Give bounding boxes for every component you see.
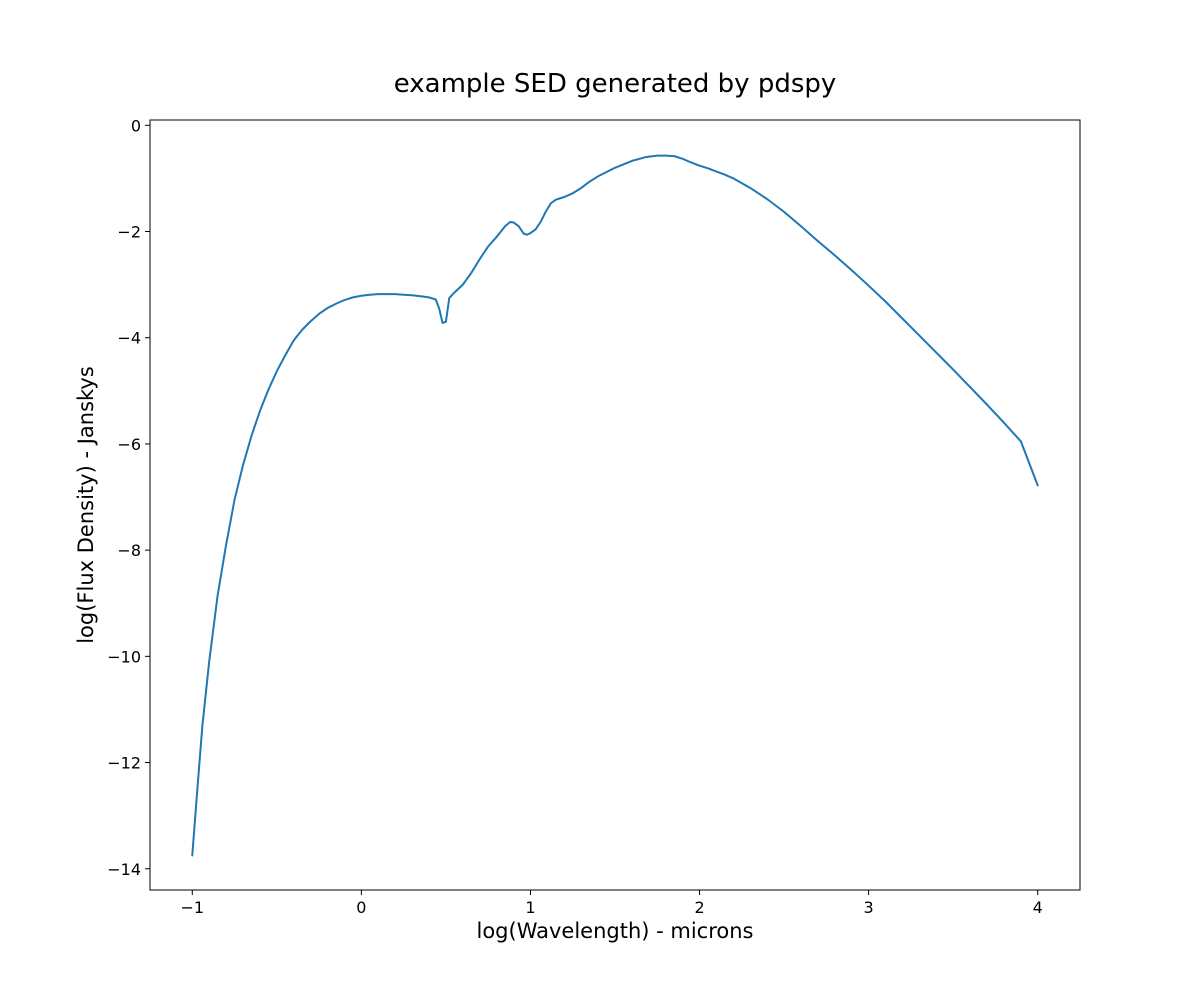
- y-tick-label: −6: [117, 435, 141, 454]
- plot-frame: [149, 119, 1081, 891]
- y-tick-label: −12: [107, 754, 141, 773]
- y-tick-label: −10: [107, 647, 141, 666]
- plot-area: [150, 120, 1080, 890]
- x-tick-label: 3: [864, 898, 874, 917]
- y-tick-label: −2: [117, 223, 141, 242]
- x-axis: −1 0 1 2 3 4: [180, 890, 1043, 917]
- x-tick-label: −1: [180, 898, 204, 917]
- y-tick-label: 0: [131, 116, 141, 135]
- y-tick-label: −4: [117, 329, 141, 348]
- y-axis: 0 −2 −4 −6 −8 −10 −12 −14: [107, 116, 150, 879]
- x-tick-label: 0: [356, 898, 366, 917]
- x-tick-label: 1: [525, 898, 535, 917]
- y-tick-label: −8: [117, 541, 141, 560]
- y-tick-label: −14: [107, 860, 141, 879]
- x-tick-label: 2: [694, 898, 704, 917]
- y-axis-label: log(Flux Density) - Janskys: [74, 366, 98, 644]
- chart-title: example SED generated by pdspy: [394, 69, 837, 99]
- sed-series-line: [191, 154, 1039, 857]
- x-axis-label: log(Wavelength) - microns: [476, 919, 753, 943]
- x-tick-label: 4: [1033, 898, 1043, 917]
- plot-layer: [191, 154, 1039, 857]
